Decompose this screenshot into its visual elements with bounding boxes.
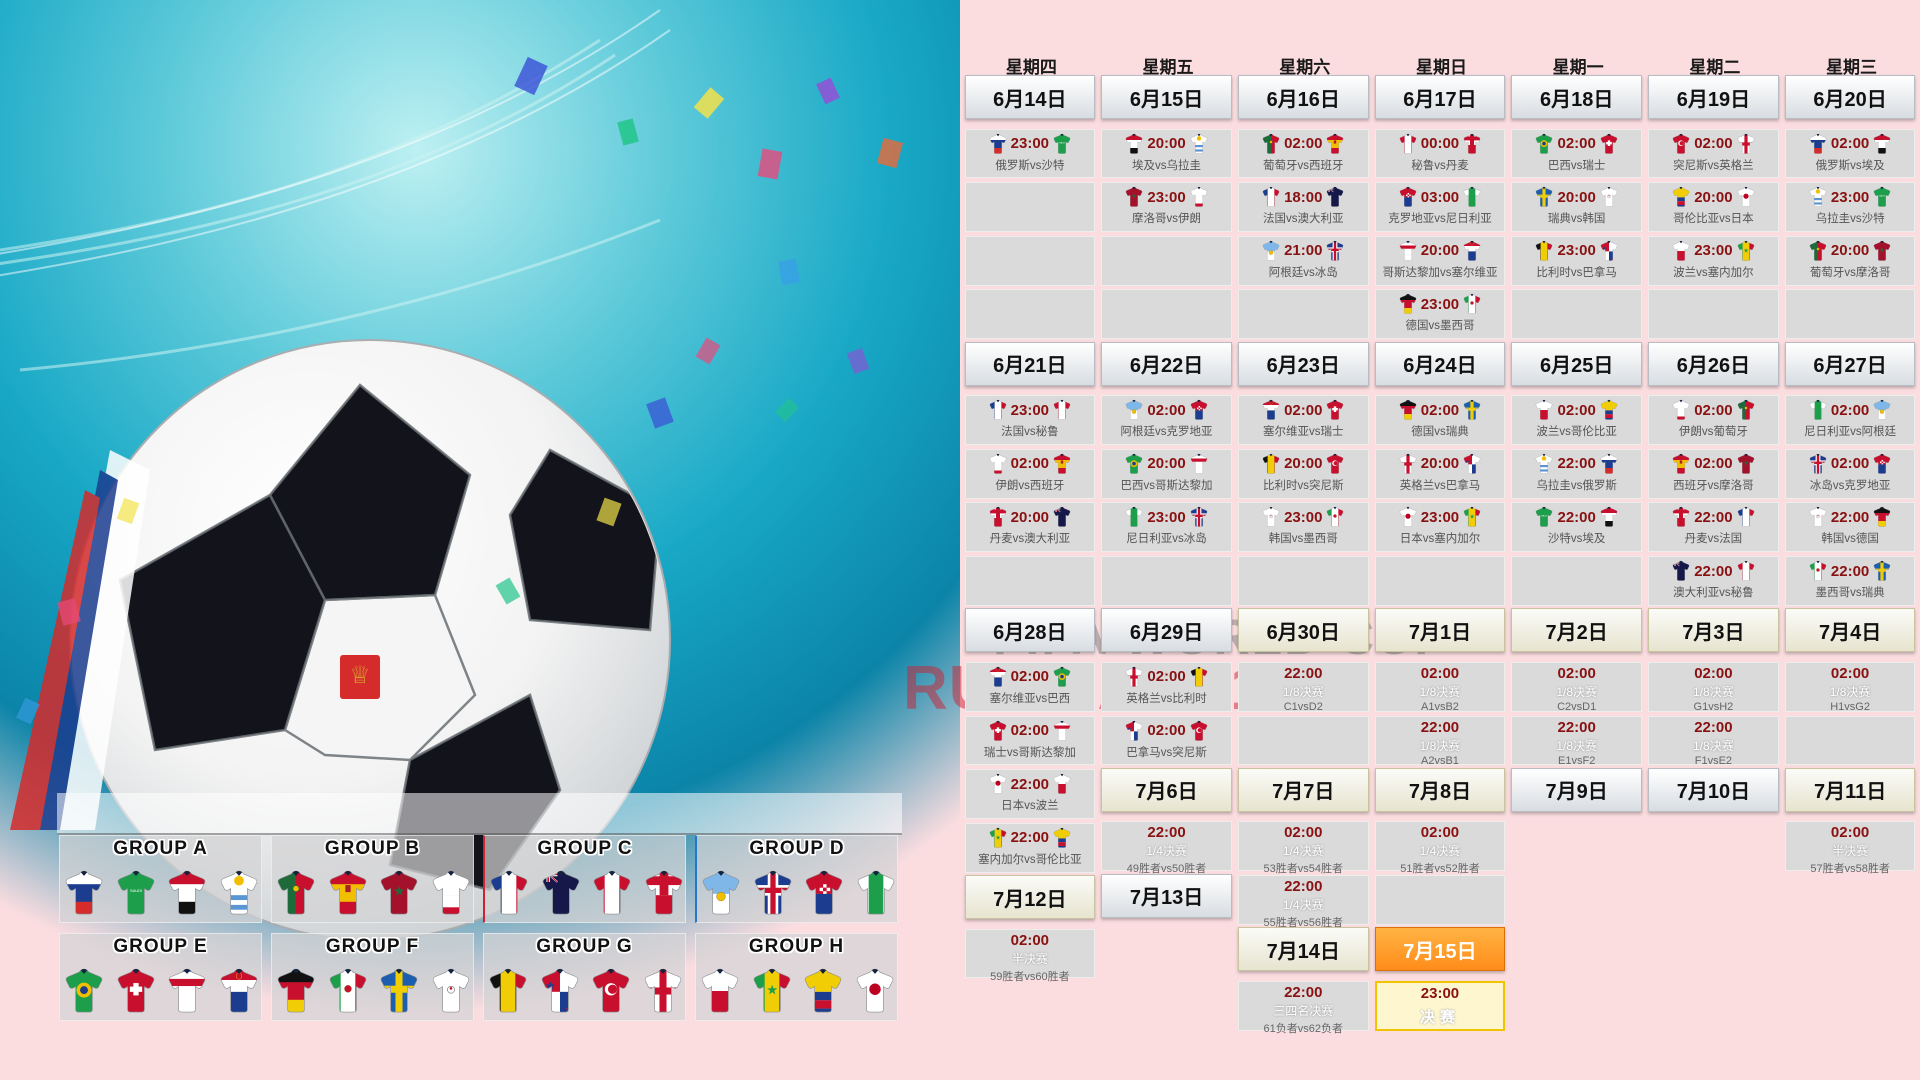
svg-text:SAUDI: SAUDI: [130, 888, 142, 893]
